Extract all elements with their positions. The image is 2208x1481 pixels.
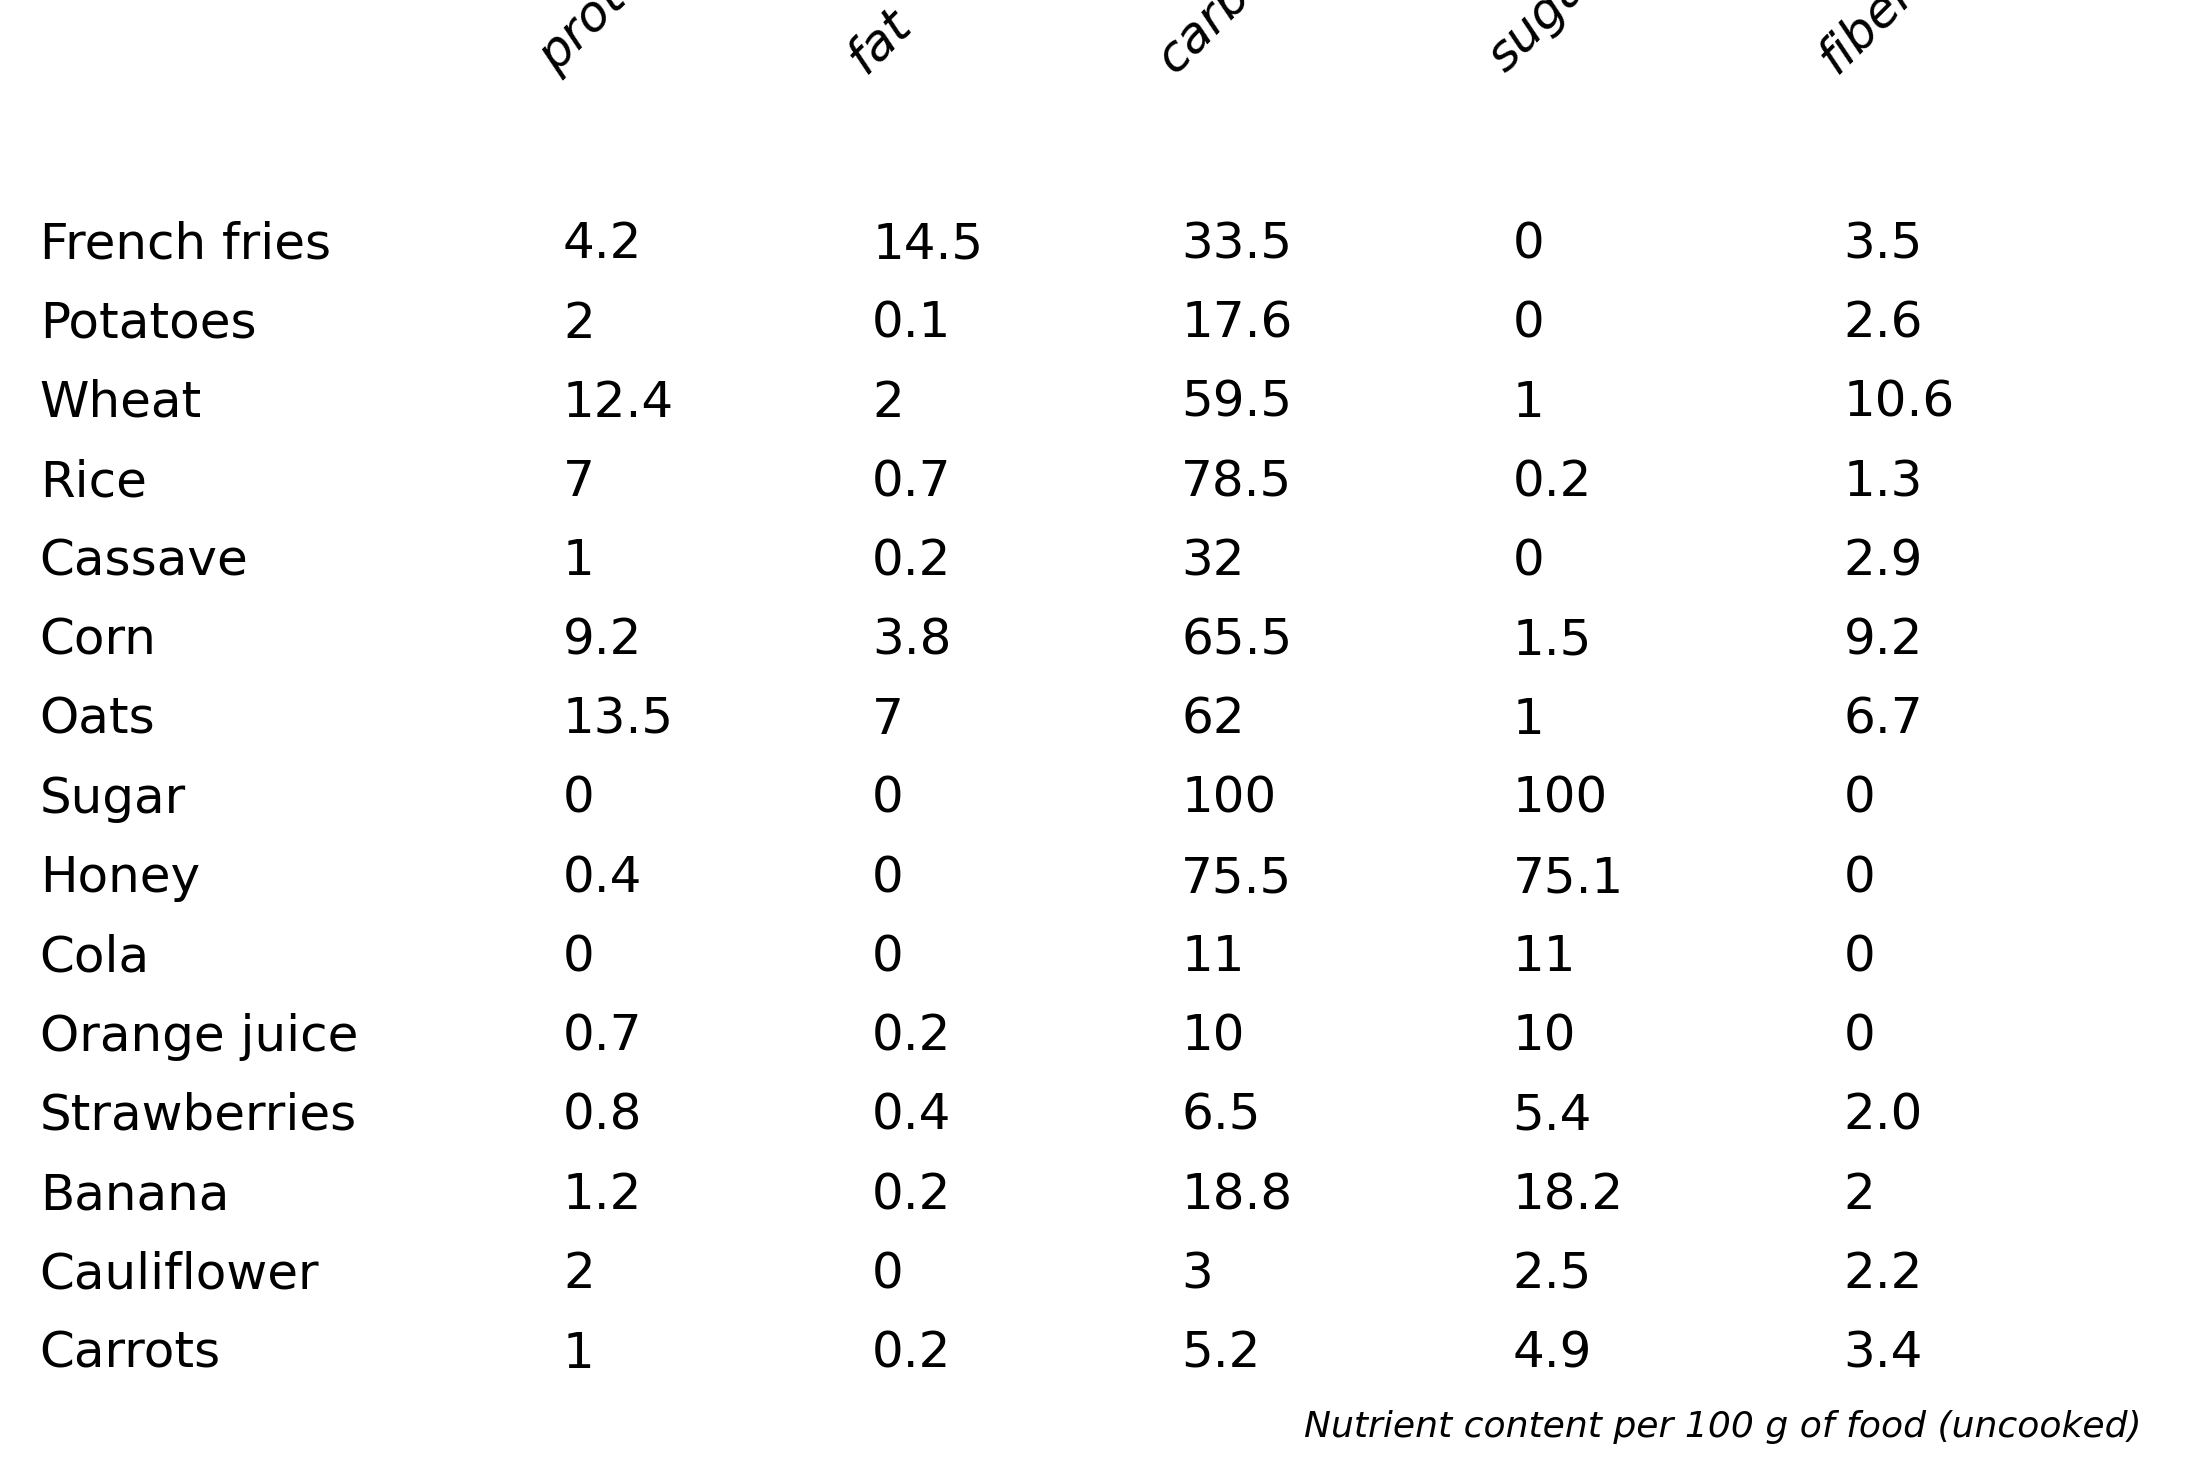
Text: 2: 2 bbox=[872, 379, 903, 427]
Text: fat: fat bbox=[839, 0, 921, 81]
Text: 33.5: 33.5 bbox=[1181, 221, 1292, 268]
Text: 2.0: 2.0 bbox=[1844, 1091, 1923, 1140]
Text: Carrots: Carrots bbox=[40, 1330, 221, 1377]
Text: 75.1: 75.1 bbox=[1512, 855, 1623, 902]
Text: 100: 100 bbox=[1512, 775, 1607, 823]
Text: 18.2: 18.2 bbox=[1512, 1171, 1623, 1219]
Text: sugar: sugar bbox=[1479, 0, 1612, 81]
Text: 3.5: 3.5 bbox=[1844, 221, 1923, 268]
Text: 2.2: 2.2 bbox=[1844, 1250, 1923, 1299]
Text: Strawberries: Strawberries bbox=[40, 1091, 358, 1140]
Text: 0: 0 bbox=[872, 855, 903, 902]
Text: Corn: Corn bbox=[40, 616, 157, 665]
Text: 18.8: 18.8 bbox=[1181, 1171, 1292, 1219]
Text: carbs: carbs bbox=[1148, 0, 1278, 81]
Text: 2: 2 bbox=[1844, 1171, 1875, 1219]
Text: 0.7: 0.7 bbox=[872, 458, 952, 507]
Text: 78.5: 78.5 bbox=[1181, 458, 1292, 507]
Text: 4.9: 4.9 bbox=[1512, 1330, 1592, 1377]
Text: 0: 0 bbox=[563, 775, 594, 823]
Text: 0: 0 bbox=[1844, 933, 1875, 982]
Text: 6.5: 6.5 bbox=[1181, 1091, 1261, 1140]
Text: 5.4: 5.4 bbox=[1512, 1091, 1592, 1140]
Text: 2.6: 2.6 bbox=[1844, 299, 1923, 348]
Text: 1: 1 bbox=[563, 538, 594, 585]
Text: 1: 1 bbox=[563, 1330, 594, 1377]
Text: 9.2: 9.2 bbox=[563, 616, 643, 665]
Text: 0.2: 0.2 bbox=[1512, 458, 1592, 507]
Text: 3: 3 bbox=[1181, 1250, 1212, 1299]
Text: Nutrient content per 100 g of food (uncooked): Nutrient content per 100 g of food (unco… bbox=[1305, 1410, 2142, 1444]
Text: 100: 100 bbox=[1181, 775, 1276, 823]
Text: fiber: fiber bbox=[1811, 0, 1925, 81]
Text: 0.8: 0.8 bbox=[563, 1091, 643, 1140]
Text: 10.6: 10.6 bbox=[1844, 379, 1954, 427]
Text: 0.4: 0.4 bbox=[872, 1091, 952, 1140]
Text: 59.5: 59.5 bbox=[1181, 379, 1292, 427]
Text: 0: 0 bbox=[872, 775, 903, 823]
Text: 10: 10 bbox=[1181, 1013, 1245, 1060]
Text: 3.4: 3.4 bbox=[1844, 1330, 1923, 1377]
Text: 5.2: 5.2 bbox=[1181, 1330, 1261, 1377]
Text: 0.2: 0.2 bbox=[872, 1330, 952, 1377]
Text: protein: protein bbox=[530, 0, 689, 81]
Text: Cola: Cola bbox=[40, 933, 150, 982]
Text: Orange juice: Orange juice bbox=[40, 1013, 358, 1060]
Text: 0: 0 bbox=[1844, 1013, 1875, 1060]
Text: 7: 7 bbox=[872, 696, 903, 743]
Text: 1.3: 1.3 bbox=[1844, 458, 1923, 507]
Text: 0: 0 bbox=[872, 1250, 903, 1299]
Text: 0: 0 bbox=[563, 933, 594, 982]
Text: 11: 11 bbox=[1512, 933, 1577, 982]
Text: 0: 0 bbox=[1512, 221, 1543, 268]
Text: French fries: French fries bbox=[40, 221, 331, 268]
Text: 2: 2 bbox=[563, 299, 594, 348]
Text: 7: 7 bbox=[563, 458, 594, 507]
Text: 6.7: 6.7 bbox=[1844, 696, 1923, 743]
Text: Wheat: Wheat bbox=[40, 379, 201, 427]
Text: 13.5: 13.5 bbox=[563, 696, 673, 743]
Text: 1.2: 1.2 bbox=[563, 1171, 643, 1219]
Text: 4.2: 4.2 bbox=[563, 221, 643, 268]
Text: Rice: Rice bbox=[40, 458, 146, 507]
Text: Banana: Banana bbox=[40, 1171, 230, 1219]
Text: Cassave: Cassave bbox=[40, 538, 250, 585]
Text: 0.4: 0.4 bbox=[563, 855, 643, 902]
Text: 2: 2 bbox=[563, 1250, 594, 1299]
Text: 0: 0 bbox=[1512, 299, 1543, 348]
Text: 0.1: 0.1 bbox=[872, 299, 952, 348]
Text: 3.8: 3.8 bbox=[872, 616, 952, 665]
Text: Potatoes: Potatoes bbox=[40, 299, 256, 348]
Text: Sugar: Sugar bbox=[40, 775, 185, 823]
Text: 10: 10 bbox=[1512, 1013, 1577, 1060]
Text: Honey: Honey bbox=[40, 855, 201, 902]
Text: 0.7: 0.7 bbox=[563, 1013, 643, 1060]
Text: 0: 0 bbox=[1844, 775, 1875, 823]
Text: 1.5: 1.5 bbox=[1512, 616, 1592, 665]
Text: 14.5: 14.5 bbox=[872, 221, 983, 268]
Text: 62: 62 bbox=[1181, 696, 1245, 743]
Text: 1: 1 bbox=[1512, 696, 1543, 743]
Text: 2.9: 2.9 bbox=[1844, 538, 1923, 585]
Text: 17.6: 17.6 bbox=[1181, 299, 1292, 348]
Text: 11: 11 bbox=[1181, 933, 1245, 982]
Text: 75.5: 75.5 bbox=[1181, 855, 1292, 902]
Text: 0.2: 0.2 bbox=[872, 1171, 952, 1219]
Text: 2.5: 2.5 bbox=[1512, 1250, 1592, 1299]
Text: 0: 0 bbox=[1844, 855, 1875, 902]
Text: Oats: Oats bbox=[40, 696, 155, 743]
Text: 0.2: 0.2 bbox=[872, 1013, 952, 1060]
Text: 0.2: 0.2 bbox=[872, 538, 952, 585]
Text: 1: 1 bbox=[1512, 379, 1543, 427]
Text: 9.2: 9.2 bbox=[1844, 616, 1923, 665]
Text: 12.4: 12.4 bbox=[563, 379, 673, 427]
Text: 32: 32 bbox=[1181, 538, 1245, 585]
Text: Cauliflower: Cauliflower bbox=[40, 1250, 320, 1299]
Text: 0: 0 bbox=[1512, 538, 1543, 585]
Text: 0: 0 bbox=[872, 933, 903, 982]
Text: 65.5: 65.5 bbox=[1181, 616, 1292, 665]
